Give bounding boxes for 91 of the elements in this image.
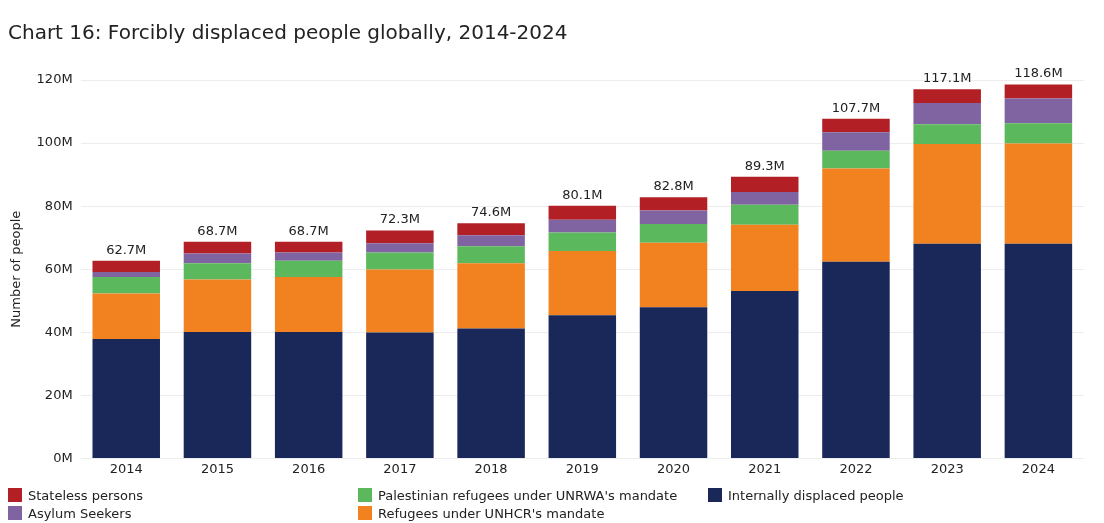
bar xyxy=(913,124,981,145)
legend-label: Asylum Seekers xyxy=(28,505,132,521)
x-tick-label: 2022 xyxy=(839,460,873,476)
bar xyxy=(92,338,160,458)
bar xyxy=(731,176,799,192)
bar xyxy=(913,89,981,104)
bar xyxy=(639,242,708,308)
x-tick-label: 2023 xyxy=(930,460,964,476)
x-tick-label: 2017 xyxy=(383,460,417,476)
total-label: 72.3M xyxy=(379,211,420,227)
total-label: 62.7M xyxy=(106,241,147,257)
bar xyxy=(913,103,981,125)
chart-title: Chart 16: Forcibly displaced people globally, 2014-2024 xyxy=(8,20,568,44)
x-tick-label: 2015 xyxy=(200,460,234,476)
bar xyxy=(822,261,890,458)
x-tick-label: 2021 xyxy=(748,460,782,476)
x-tick-label: 2020 xyxy=(656,460,691,476)
bar xyxy=(92,277,160,294)
bar xyxy=(366,252,434,270)
total-label: 68.7M xyxy=(288,222,329,238)
bar xyxy=(639,307,708,458)
bar xyxy=(183,279,252,332)
bar xyxy=(92,272,160,278)
bar xyxy=(457,328,525,458)
bar xyxy=(548,250,617,316)
x-tick-label: 2014 xyxy=(109,460,143,476)
bar xyxy=(1004,84,1073,99)
bar xyxy=(639,197,708,211)
bar xyxy=(457,235,525,247)
legend-label: Stateless persons xyxy=(28,487,144,503)
bar xyxy=(548,205,617,220)
bar xyxy=(92,293,160,339)
bar xyxy=(183,263,252,280)
bar xyxy=(822,118,890,133)
x-tick-label: 2024 xyxy=(1021,460,1055,476)
bar xyxy=(548,232,617,251)
bar xyxy=(1004,98,1073,124)
y-tick-label: 0M xyxy=(53,449,73,465)
bar xyxy=(1004,143,1073,244)
bar xyxy=(731,224,799,291)
total-label: 89.3M xyxy=(744,157,785,173)
bar xyxy=(731,290,799,458)
bar xyxy=(1004,243,1073,458)
x-tick-label: 2018 xyxy=(474,460,508,476)
bar xyxy=(457,263,525,329)
bar xyxy=(548,315,617,458)
y-tick-label: 80M xyxy=(44,197,73,213)
bar xyxy=(822,132,890,151)
bar xyxy=(183,331,252,458)
bar xyxy=(457,223,525,236)
total-label: 74.6M xyxy=(471,204,512,220)
y-tick-label: 120M xyxy=(36,71,73,87)
legend-label: Internally displaced people xyxy=(728,487,904,503)
bar xyxy=(639,224,708,243)
bar xyxy=(731,204,799,225)
bar xyxy=(274,252,343,261)
y-tick-label: 100M xyxy=(36,134,73,150)
bar xyxy=(731,191,799,205)
bar xyxy=(548,219,617,233)
y-axis-title: Number of people xyxy=(8,210,24,328)
bar xyxy=(1004,123,1073,144)
total-label: 107.7M xyxy=(831,99,881,115)
bar xyxy=(457,246,525,264)
bar xyxy=(913,144,981,244)
total-label: 117.1M xyxy=(922,70,972,86)
bar xyxy=(183,241,252,254)
bar xyxy=(183,253,252,264)
total-label: 118.6M xyxy=(1014,65,1063,81)
bar xyxy=(822,150,890,169)
bar xyxy=(913,243,981,458)
bar xyxy=(274,277,343,332)
bar xyxy=(274,331,343,458)
y-tick-label: 40M xyxy=(44,323,73,339)
total-label: 82.8M xyxy=(653,178,694,194)
bar xyxy=(274,241,343,253)
x-tick-label: 2016 xyxy=(292,460,326,476)
bar xyxy=(366,230,434,244)
bar xyxy=(92,260,160,273)
y-tick-label: 20M xyxy=(44,386,73,402)
bar xyxy=(366,269,434,333)
y-tick-label: 60M xyxy=(44,260,73,276)
legend-label: Palestinian refugees under UNRWA's mandate xyxy=(378,487,678,503)
legend-label: Refugees under UNHCR's mandate xyxy=(378,505,605,521)
bar xyxy=(366,243,434,253)
total-label: 80.1M xyxy=(562,186,603,202)
bar xyxy=(274,260,343,278)
x-tick-label: 2019 xyxy=(565,460,599,476)
bar xyxy=(366,332,434,458)
bar xyxy=(639,210,708,225)
total-label: 68.7M xyxy=(197,222,238,238)
bar xyxy=(822,168,890,262)
